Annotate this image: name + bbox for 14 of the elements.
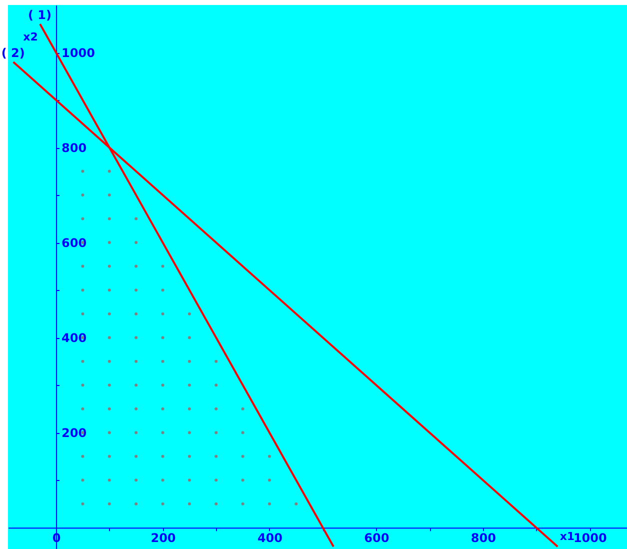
y-axis-title: x2 <box>23 30 38 44</box>
y-tick-label: 400 <box>62 331 87 346</box>
x-tick-label: 400 <box>257 531 283 546</box>
series-label: ( 1) <box>28 8 52 22</box>
x-axis-title: x1 <box>560 530 575 544</box>
series-label: ( 2) <box>1 46 25 60</box>
y-tick-label: 600 <box>62 236 87 250</box>
y-tick-label: 1000 <box>62 46 95 60</box>
y-tick-label: 800 <box>62 141 87 156</box>
x-tick-label: 800 <box>470 531 496 546</box>
x-tick-label: 200 <box>150 531 176 546</box>
y-tick-label: 200 <box>62 426 87 440</box>
x-tick-label: 1000 <box>573 531 607 546</box>
x-tick-label: 600 <box>364 531 390 546</box>
